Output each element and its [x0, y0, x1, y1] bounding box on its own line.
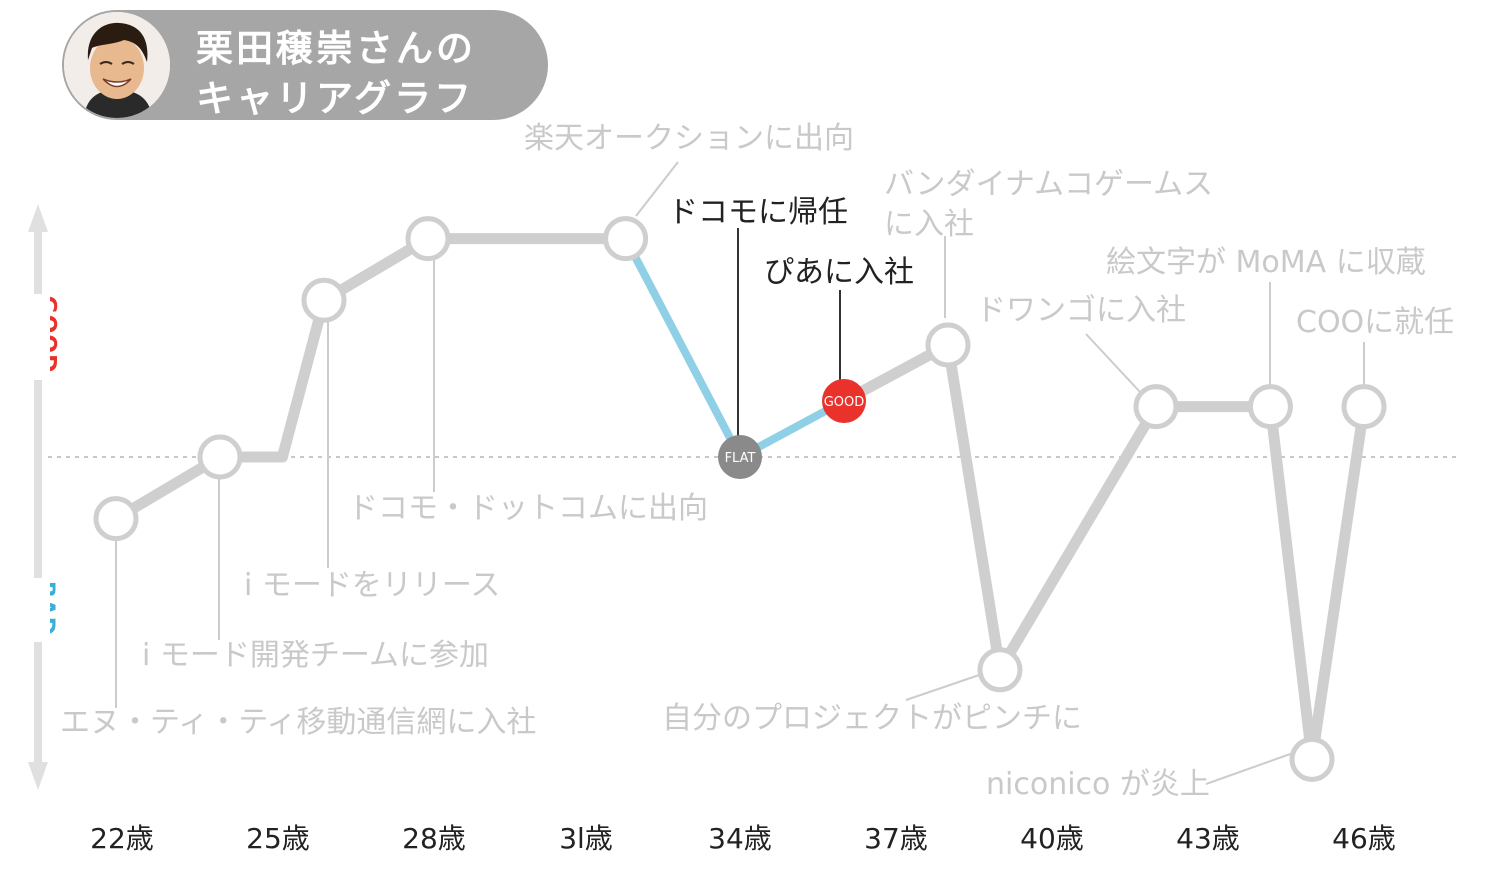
event-label: バンダイナムコゲームス	[884, 167, 1213, 202]
event-label: ドコモに帰任	[668, 195, 848, 230]
leader-line	[905, 671, 989, 701]
event-label: ドワンゴに入社	[976, 293, 1186, 328]
chart-title-line2: キャリアグラフ	[196, 77, 475, 120]
good-marker-label: GOOD	[824, 395, 865, 410]
x-tick-label: 46歳	[1332, 822, 1396, 855]
x-tick-label: 22歳	[90, 822, 154, 855]
x-tick-label: 25歳	[246, 822, 310, 855]
event-label: ドコモ・ドットコムに出向	[348, 491, 708, 526]
event-label: 自分のプロジェクトがピンチに	[662, 701, 1082, 736]
event-label: i モードをリリース	[244, 568, 500, 603]
x-tick-label: 37歳	[864, 822, 928, 855]
portrait-photo	[64, 12, 170, 118]
series-line-segment	[942, 339, 1006, 676]
data-point	[1289, 736, 1335, 782]
y-axis-arrow-down-icon	[28, 762, 48, 790]
event-label: 絵文字が MoMA に収蔵	[1106, 245, 1426, 280]
event-label: COOに就任	[1296, 305, 1454, 340]
data-point	[197, 434, 243, 480]
event-label: ぴあに入社	[764, 255, 914, 290]
data-point	[1247, 384, 1293, 430]
event-label: に入社	[884, 207, 974, 242]
x-tick-label: 40歳	[1020, 822, 1084, 855]
leader-line	[1085, 333, 1141, 393]
bad-label-backdrop	[26, 578, 50, 642]
data-point	[977, 647, 1023, 693]
y-axis-arrow-up-icon	[28, 204, 48, 232]
event-label: 楽天オークションに出向	[524, 121, 854, 156]
leader-line	[635, 161, 679, 217]
x-tick-label: 3l歳	[559, 822, 613, 855]
data-point	[301, 277, 347, 323]
data-point	[925, 322, 971, 368]
flat-marker	[718, 435, 762, 479]
x-tick-label: 43歳	[1176, 822, 1240, 855]
series-line-segment	[994, 401, 1162, 676]
flat-marker-label: FLAT	[725, 451, 756, 466]
event-label: i モード開発チームに参加	[142, 638, 489, 673]
data-point	[405, 216, 451, 262]
chart-title-line1: 栗田穣崇さんの	[196, 27, 476, 70]
event-label: エヌ・ティ・ティ移動通信網に入社	[60, 705, 536, 740]
portrait-illustration	[64, 12, 170, 118]
leader-line	[1205, 751, 1297, 785]
x-tick-label: 28歳	[402, 822, 466, 855]
data-point	[93, 496, 139, 542]
event-label: niconico が炎上	[986, 767, 1210, 802]
series-line-segment	[276, 294, 330, 463]
data-point	[1133, 384, 1179, 430]
good-marker	[822, 379, 866, 423]
series-line-segment	[621, 234, 744, 461]
x-tick-label: 34歳	[708, 822, 772, 855]
good-label-backdrop	[26, 294, 50, 380]
data-point	[1341, 384, 1387, 430]
series-line-segment	[1264, 401, 1318, 765]
series-line-segment	[1306, 401, 1370, 765]
data-point	[603, 216, 649, 262]
